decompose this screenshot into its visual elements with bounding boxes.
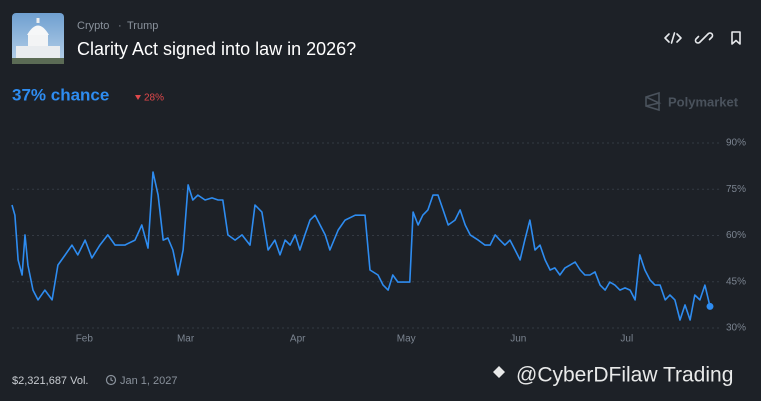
market-title: Clarity Act signed into law in 2026? [77,39,356,59]
volume: $2,321,687 Vol. [12,375,88,387]
x-tick-label: Feb [76,334,94,345]
bookmark-button[interactable] [731,31,741,45]
y-tick-label: 45% [726,276,746,287]
tag[interactable]: Crypto [77,20,109,32]
separator: · [118,20,122,32]
x-tick-label: Jul [620,334,633,345]
y-tick-label: 30% [726,323,746,334]
x-tick-label: Apr [290,334,306,345]
price-line [11,171,711,321]
tag[interactable]: Trump [127,20,158,32]
current-point [706,302,714,310]
y-tick-label: 75% [726,184,746,195]
change: 28% [144,93,164,104]
chance: 37% chance [12,85,109,104]
brand-logo: Polymarket [645,91,739,112]
end-date: Jan 1, 2027 [120,375,178,387]
brand: Polymarket [668,94,739,109]
copy-link-button[interactable] [694,32,714,44]
embed-button[interactable] [664,32,682,44]
x-tick-label: Jun [510,334,526,345]
watermark: @CyberDFilaw Trading [493,364,733,387]
y-tick-label: 60% [726,230,746,241]
x-tick-label: Mar [177,334,195,345]
x-tick-label: May [397,334,416,345]
watermark-text: @CyberDFilaw Trading [516,364,733,387]
clock-icon [105,374,117,386]
market-thumbnail [12,13,64,64]
y-tick-label: 90% [726,138,746,149]
price-chart: 30% 45% 60% 75% 90% Feb Mar Apr May Jun Jul [11,138,746,345]
down-arrow [135,95,141,100]
